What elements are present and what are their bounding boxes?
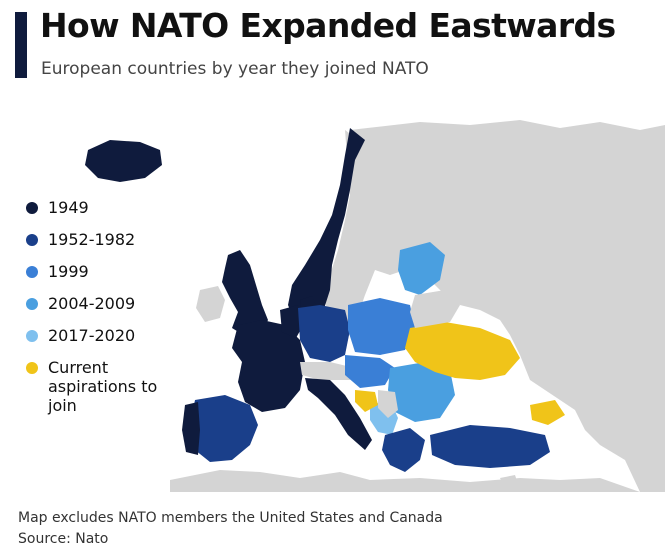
region-bosnia — [355, 390, 378, 412]
region-ukraine — [405, 322, 520, 380]
legend-item-1952-1982: 1952-1982 — [26, 230, 178, 262]
region-georgia — [530, 400, 565, 425]
title-accent-bar — [15, 12, 27, 78]
legend-item-aspirations: Current aspirations to join — [26, 358, 178, 415]
legend-label: 2004-2009 — [48, 294, 136, 313]
region-czech-hungary — [345, 355, 395, 388]
legend-label: 1949 — [48, 198, 89, 217]
region-spain — [190, 395, 258, 462]
page-subtitle: European countries by year they joined N… — [41, 59, 429, 79]
region-serbia — [378, 390, 398, 418]
legend-item-2004-2009: 2004-2009 — [26, 294, 178, 326]
region-norway — [288, 128, 365, 325]
region-finland-sweden — [325, 130, 412, 340]
region-france — [232, 320, 305, 412]
black-sea — [455, 385, 530, 422]
legend-label: 1999 — [48, 262, 89, 281]
region-italy — [305, 378, 372, 450]
legend-label: 1952-1982 — [48, 230, 136, 249]
region-romania-bulgaria — [388, 362, 455, 422]
region-alps — [300, 362, 355, 380]
region-portugal — [182, 402, 200, 455]
legend-item-1949: 1949 — [26, 198, 178, 230]
legend-item-1999: 1999 — [26, 262, 178, 294]
legend-label: 2017-2020 — [48, 326, 136, 345]
legend-item-2017-2020: 2017-2020 — [26, 326, 178, 358]
legend-swatch — [26, 234, 38, 246]
legend: 1949 1952-1982 1999 2004-2009 2017-2020 … — [26, 198, 178, 415]
europe-map — [0, 100, 665, 492]
region-russia — [350, 120, 665, 492]
region-north-africa — [170, 470, 640, 492]
legend-swatch — [26, 202, 38, 214]
region-baltics — [398, 242, 445, 295]
region-turkey — [430, 425, 550, 468]
legend-label: Current aspirations to join — [48, 358, 158, 415]
region-ireland — [196, 286, 225, 322]
region-iceland — [85, 140, 162, 182]
legend-swatch — [26, 362, 38, 374]
legend-swatch — [26, 298, 38, 310]
legend-swatch — [26, 330, 38, 342]
region-belarus — [410, 290, 460, 328]
region-poland — [348, 298, 415, 355]
footnote: Map excludes NATO members the United Sta… — [18, 510, 443, 526]
legend-swatch — [26, 266, 38, 278]
region-germany — [298, 305, 350, 362]
region-uk — [222, 250, 268, 336]
page-title: How NATO Expanded Eastwards — [40, 6, 616, 45]
region-greece — [382, 428, 425, 472]
map-svg — [85, 120, 665, 492]
source-note: Source: Nato — [18, 531, 109, 547]
